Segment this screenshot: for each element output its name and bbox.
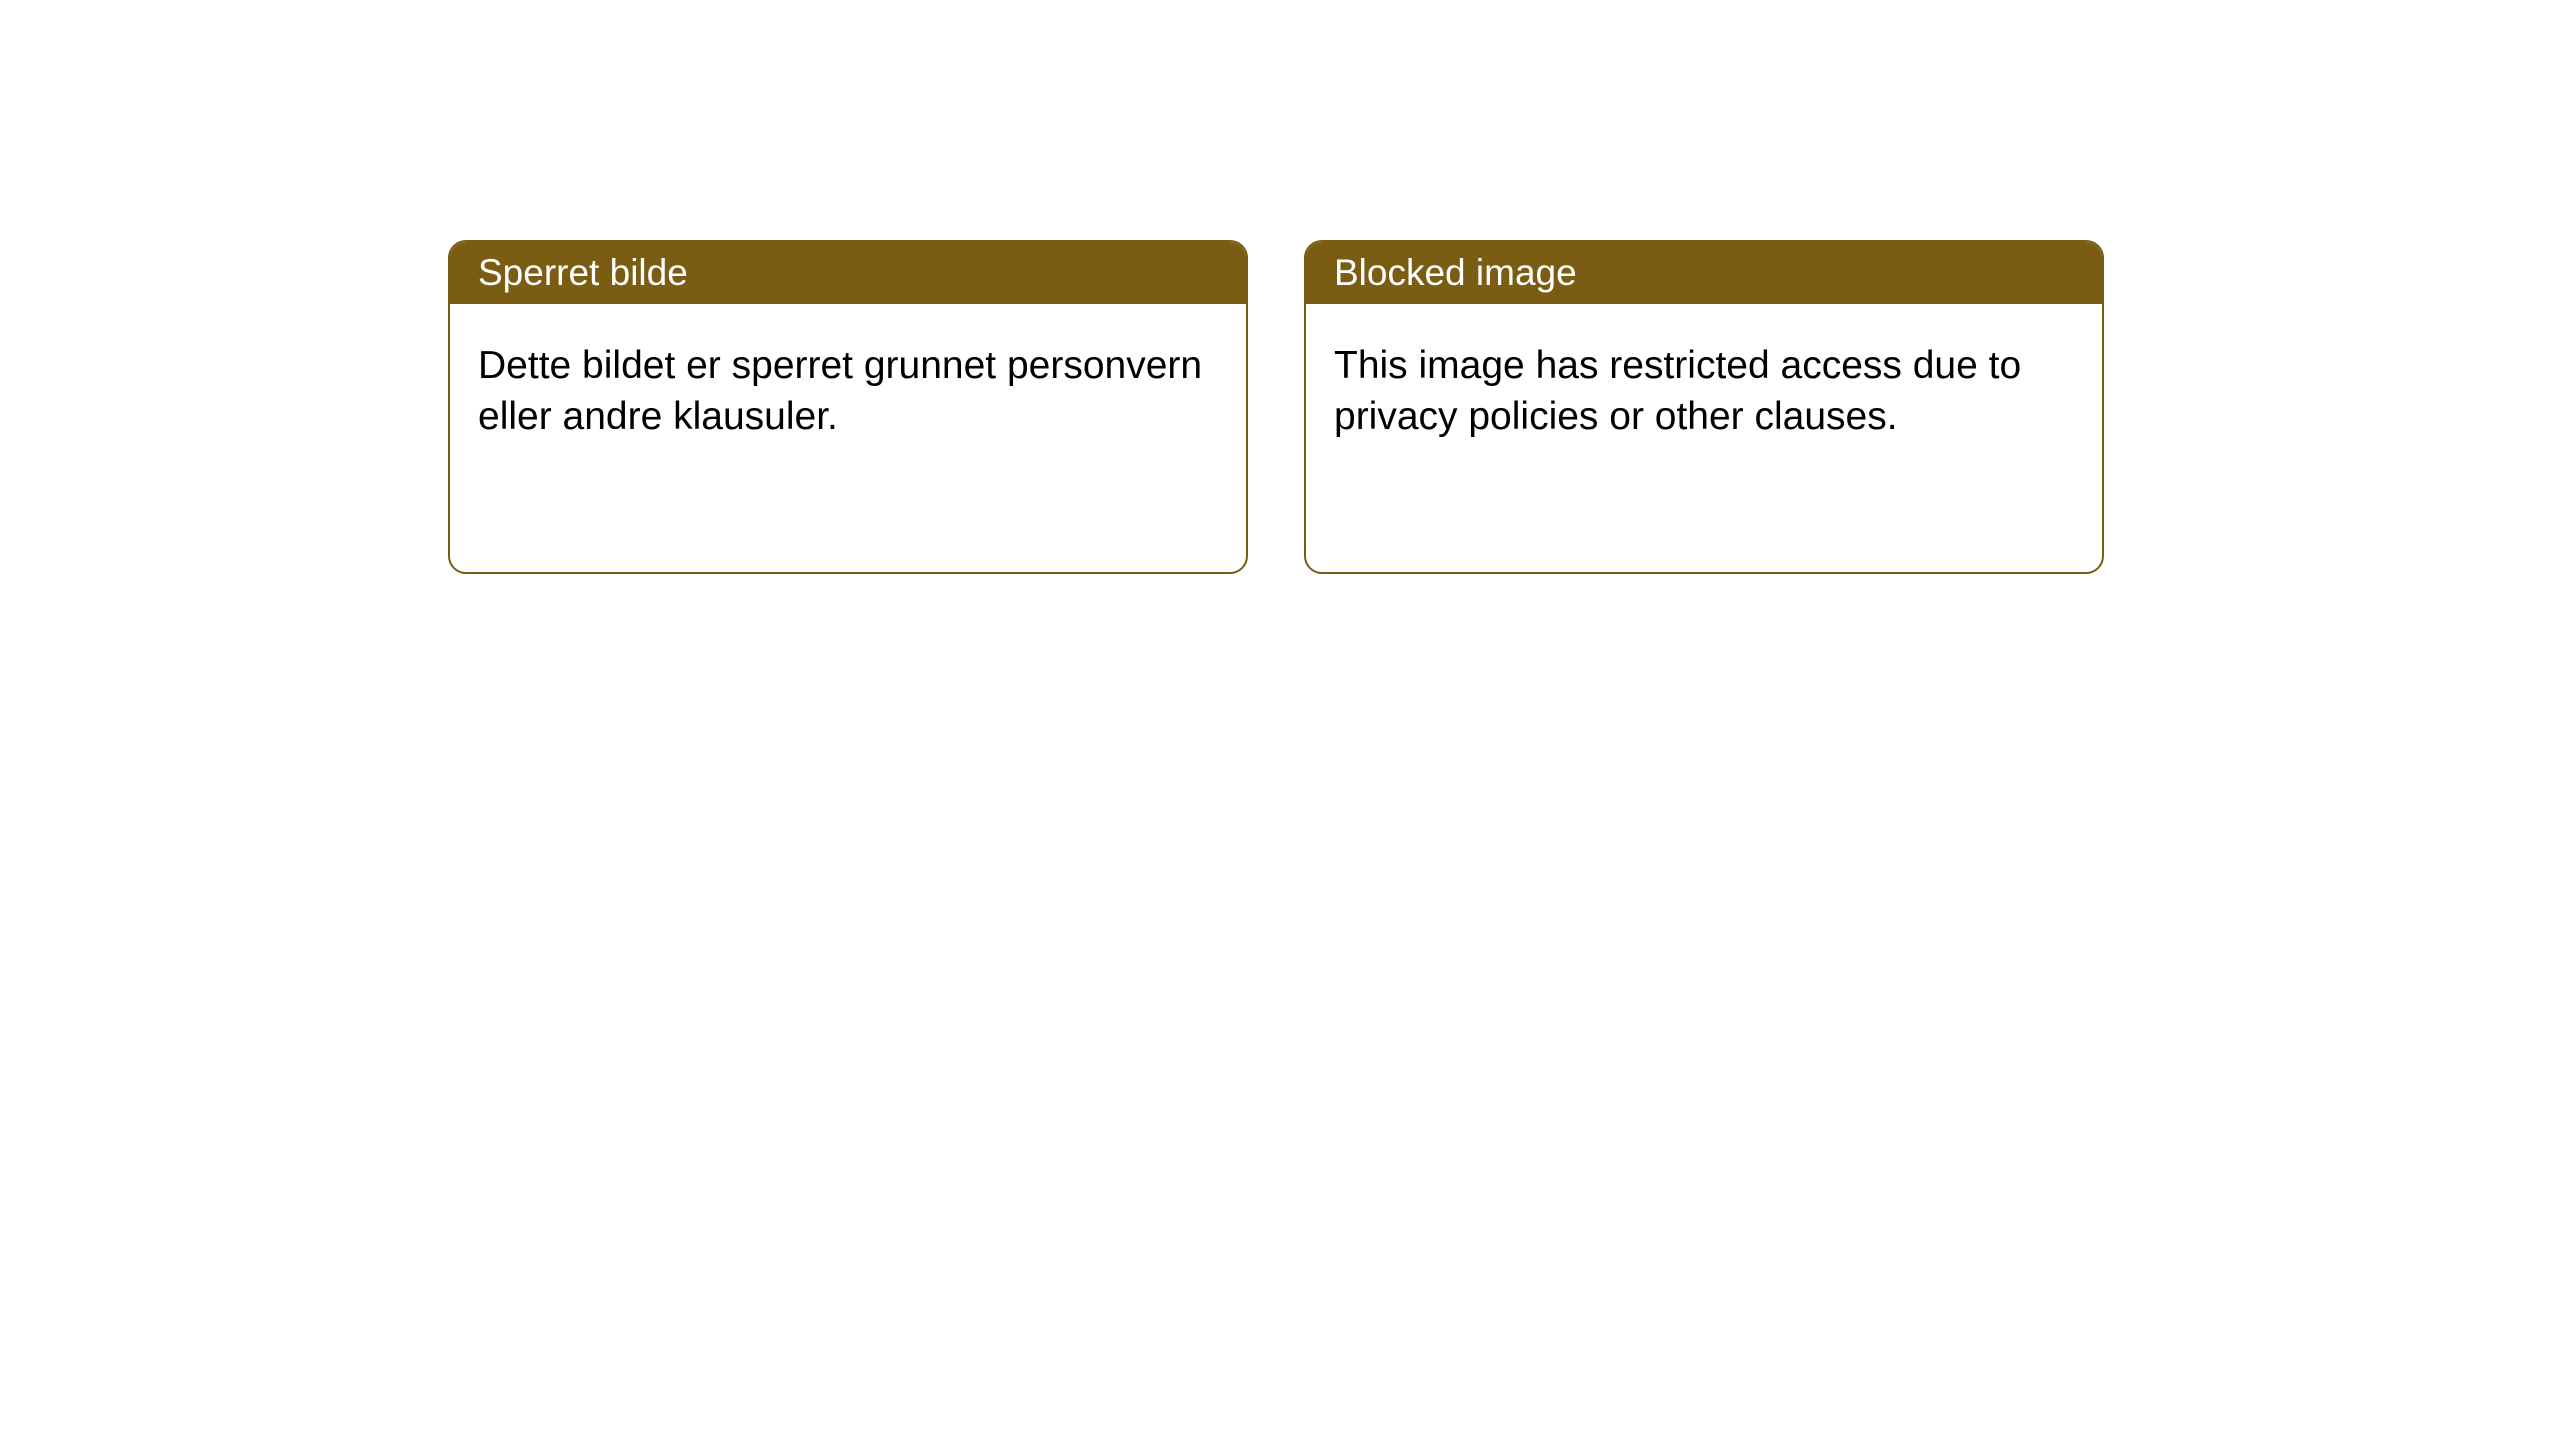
notice-title: Blocked image: [1334, 252, 1577, 293]
notice-body: This image has restricted access due to …: [1306, 304, 2102, 479]
notice-header: Blocked image: [1306, 242, 2102, 304]
notice-box-norwegian: Sperret bilde Dette bildet er sperret gr…: [448, 240, 1248, 574]
notice-container: Sperret bilde Dette bildet er sperret gr…: [448, 240, 2104, 574]
notice-header: Sperret bilde: [450, 242, 1246, 304]
notice-box-english: Blocked image This image has restricted …: [1304, 240, 2104, 574]
notice-title: Sperret bilde: [478, 252, 688, 293]
notice-message: This image has restricted access due to …: [1334, 344, 2021, 438]
notice-body: Dette bildet er sperret grunnet personve…: [450, 304, 1246, 479]
notice-message: Dette bildet er sperret grunnet personve…: [478, 344, 1202, 438]
